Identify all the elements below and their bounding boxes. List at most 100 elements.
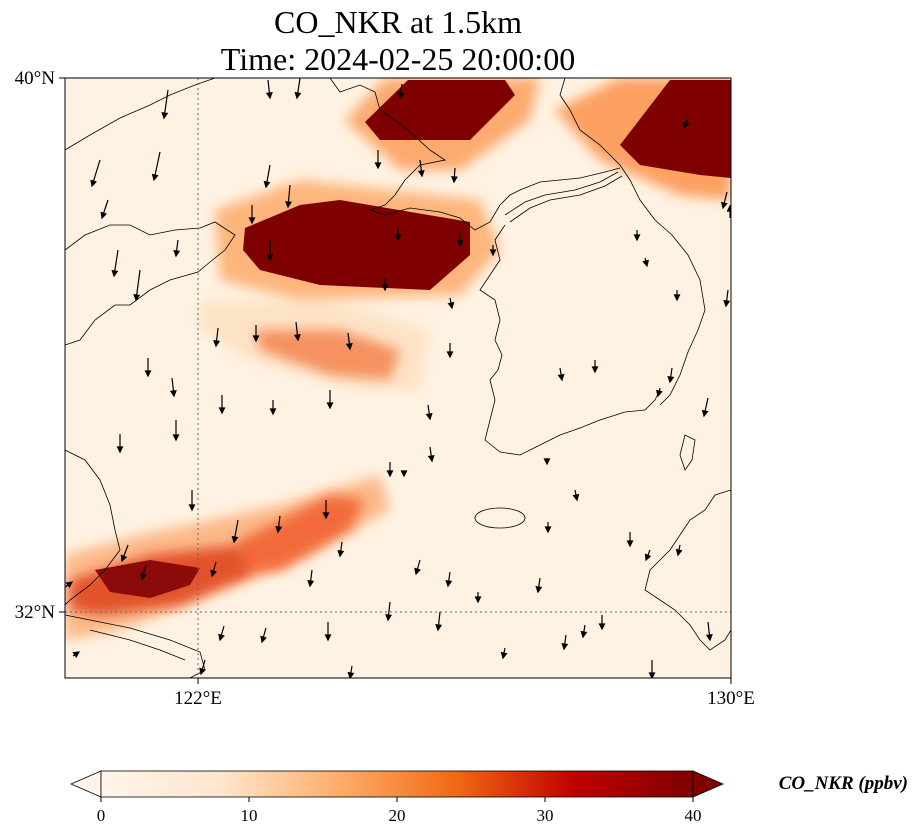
wind-arrow-head [265,92,273,100]
wind-arrow-head [173,250,181,258]
map-title-line2: Time: 2024-02-25 20:00:00 [221,41,575,77]
plume-delta-core [95,560,200,598]
wind-arrow-head [322,512,330,520]
wind-arrow-head [266,254,274,262]
wind-arrow-head [655,389,663,398]
coastline-korea-border-b [509,175,623,223]
concentration-field [65,78,731,640]
wind-arrow-head [188,504,196,512]
coastline-jiangsu [65,449,121,606]
wind-arrow-head [397,91,405,100]
colorbar-extend-max [692,770,725,798]
wind-arrow-head [682,121,690,130]
wind-vectors [65,78,731,678]
wind-arrow-head [326,402,334,410]
wind-arrow-head [535,585,543,594]
axis-ticks [59,77,732,684]
colorbar: 0 10 20 30 40 CO_NKR (ppbv) [69,770,908,825]
wind-arrow-head [275,526,283,534]
wind-arrow-head [263,180,271,189]
wind-arrow-head [544,526,552,534]
wind-arrow-head [580,630,588,639]
wind-arrow-head [381,284,389,292]
wind-arrow-head [169,390,177,398]
wind-arrow-head [100,211,108,220]
wind-arrow-head [648,672,656,678]
wind-arrow-head [345,343,353,351]
wind-arrow-head [324,634,332,642]
coastline-korea-west [479,224,661,456]
wind-arrow-head [425,412,433,421]
wind-arrow-head [72,651,81,658]
kyushu-coast [644,489,731,651]
wind-arrow-head [726,204,731,212]
lat-label-32: 32°N [15,602,56,623]
wind-arrow-head [705,634,713,642]
wind-arrow-head [347,671,355,678]
wind-arrow-head [447,301,455,310]
wind-arrow-head [720,201,728,210]
plume-west-sea-core [255,330,400,380]
wind-arrow-head [65,581,74,589]
map-title-line1: CO_NKR at 1.5km [274,4,522,40]
plume-east-china-sea [230,495,365,575]
wind-arrow-head [213,340,221,348]
wind-arrow-head [90,179,97,188]
wind-arrow-head [199,667,206,676]
coastline-liaodong [329,78,621,231]
wind-arrow-head [307,580,315,588]
wind-arrow-head [701,409,709,418]
wind-arrow-head [642,259,650,268]
wind-arrow-head [417,170,425,178]
wind-arrow-head [386,470,394,478]
wind-arrow-head [151,173,159,182]
wind-arrow-head [445,579,453,588]
wind-arrow-head [474,596,482,604]
wind-arrow-head [293,334,301,342]
wind-arrow-head [394,234,402,242]
wind-arrow-head [210,569,217,578]
coastlines [65,78,731,678]
wind-arrow-head [172,434,180,442]
coastline-shandong [65,221,236,346]
wind-arrow-head [450,176,458,184]
wind-arrow-head [723,300,731,308]
jeju-island [474,507,526,529]
map-frame [64,77,732,679]
wind-arrow-head [116,446,124,454]
coastline-china-north [65,78,216,151]
wind-arrow-head [260,635,267,644]
coastline-korea-border-a [504,171,619,216]
wind-arrow-head [269,408,277,416]
wind-arrow-head [644,553,652,562]
wind-arrow-head [385,614,393,622]
wind-arrow-head [561,642,569,651]
wind-arrow-head [374,162,382,170]
gridlines [65,78,731,678]
wind-arrow-head [111,269,119,278]
wind-arrow-head [456,240,464,248]
coastline-korea-north [559,78,706,406]
cb-label-0: 0 [97,806,106,825]
wind-arrow-head [427,454,435,463]
wind-arrow-head [414,567,421,576]
plume-shandong-core [243,200,470,290]
wind-arrow-head [337,549,345,558]
wind-arrow-head [231,535,239,544]
cb-label-30: 30 [537,806,554,825]
wind-arrow-head [543,458,551,466]
wind-arrow-head [572,493,580,502]
plume-northeast-core [620,80,731,178]
wind-arrow-head [489,249,497,257]
wind-arrow-head [435,624,443,632]
wind-arrow-head [675,548,683,557]
wind-arrow-head [667,375,675,384]
wind-arrow-head [120,554,128,563]
colorbar-bar [100,770,694,798]
wind-arrow-head [557,373,565,382]
wind-arrow-head [218,633,225,642]
wind-arrow-head [218,407,226,415]
wind-arrow-head [591,366,599,374]
coastline-yangtze-inner [89,629,186,661]
colorbar-extend-min [69,770,102,798]
